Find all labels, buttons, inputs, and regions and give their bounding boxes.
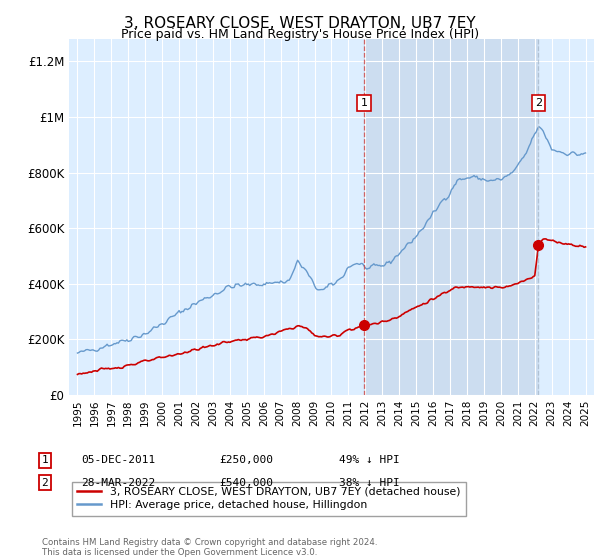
Text: Contains HM Land Registry data © Crown copyright and database right 2024.
This d: Contains HM Land Registry data © Crown c… (42, 538, 377, 557)
Text: 38% ↓ HPI: 38% ↓ HPI (339, 478, 400, 488)
Text: 1: 1 (41, 455, 49, 465)
Text: £540,000: £540,000 (219, 478, 273, 488)
Text: 3, ROSEARY CLOSE, WEST DRAYTON, UB7 7EY: 3, ROSEARY CLOSE, WEST DRAYTON, UB7 7EY (124, 16, 476, 31)
Text: 2: 2 (41, 478, 49, 488)
Text: £250,000: £250,000 (219, 455, 273, 465)
Text: 49% ↓ HPI: 49% ↓ HPI (339, 455, 400, 465)
Text: Price paid vs. HM Land Registry's House Price Index (HPI): Price paid vs. HM Land Registry's House … (121, 28, 479, 41)
Bar (364, 39, 538, 395)
Text: 2: 2 (535, 98, 542, 108)
Legend: 3, ROSEARY CLOSE, WEST DRAYTON, UB7 7EY (detached house), HPI: Average price, de: 3, ROSEARY CLOSE, WEST DRAYTON, UB7 7EY … (72, 482, 466, 516)
Text: 1: 1 (361, 98, 368, 108)
Text: 05-DEC-2011: 05-DEC-2011 (81, 455, 155, 465)
Text: 28-MAR-2022: 28-MAR-2022 (81, 478, 155, 488)
